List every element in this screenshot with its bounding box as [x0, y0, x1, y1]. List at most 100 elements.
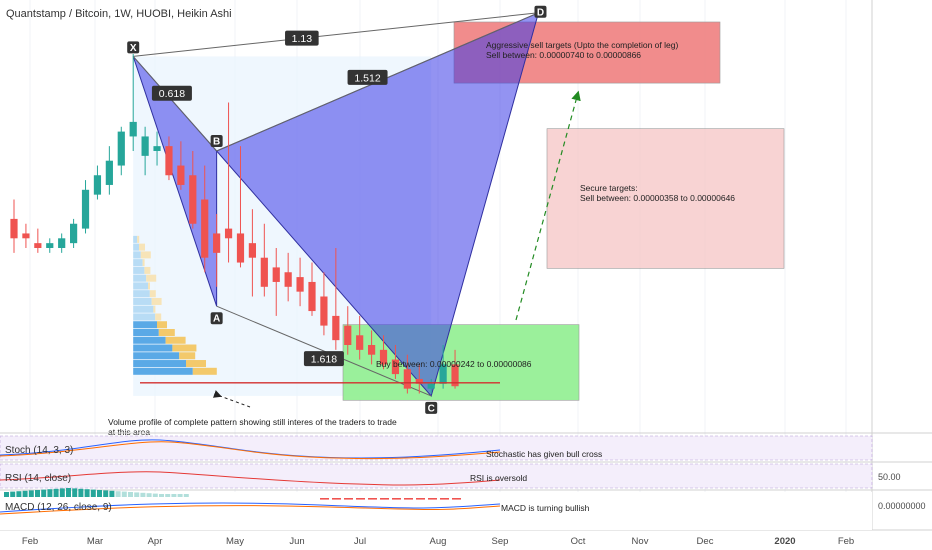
volume-bar-blue	[133, 290, 150, 298]
macd-hist-bar	[41, 489, 47, 497]
chart-title: Quantstamp / Bitcoin, 1W, HUOBI, Heikin …	[6, 8, 232, 20]
x-tick-label: Dec	[697, 536, 714, 547]
volume-bar-blue	[133, 367, 193, 375]
candle-body	[58, 238, 66, 248]
candle-body	[415, 378, 423, 384]
zone-text-secure-sell: Secure targets:	[580, 183, 638, 193]
macd-hist-bar	[90, 489, 96, 497]
volume-bar-orange	[140, 251, 151, 259]
candle-body	[224, 228, 233, 239]
point-label-box	[425, 401, 438, 414]
candle-body	[308, 281, 316, 312]
volume-note-arrow	[212, 390, 251, 408]
indicator-tick: 0.00000000	[878, 501, 926, 511]
x-axis: Feb Mar Apr May Jun Jul Aug Sep Oct Nov Dec 2020 Feb	[22, 536, 854, 547]
macd-hist-bar	[22, 490, 28, 497]
line-xd	[133, 12, 539, 57]
macd-hist-bar-neg	[440, 498, 449, 500]
x-tick-label: Sep	[492, 536, 509, 547]
volume-bar-blue	[133, 313, 156, 321]
candle-body	[391, 359, 400, 375]
candle-body	[189, 175, 197, 224]
candle-body	[272, 267, 280, 282]
candle-body	[213, 233, 221, 253]
indicator-tick: 50.00	[878, 472, 901, 482]
candle-body	[236, 233, 245, 263]
ratio-label-box	[151, 85, 192, 101]
macd-hist-bar	[165, 494, 171, 497]
candle-body	[34, 243, 42, 248]
rsi-line	[0, 471, 501, 486]
zone-text-aggressive-sell: Aggressive sell targets (Upto the comple…	[486, 40, 678, 50]
indicator-title: Stoch (14, 3, 3)	[5, 445, 73, 456]
volume-bar-blue	[133, 305, 154, 313]
volume-bar-orange	[137, 235, 140, 243]
candle-body	[70, 223, 78, 244]
point-label-d: D	[537, 7, 544, 18]
volume-bar-blue	[133, 352, 180, 360]
macd-hist-bar	[177, 494, 183, 497]
candle-body	[201, 199, 209, 258]
volume-profile-note: at this area	[108, 427, 150, 437]
macd-hist-bar-neg	[356, 498, 365, 500]
macd-line	[0, 502, 501, 513]
candle-body	[427, 383, 435, 389]
point-label-box	[127, 41, 140, 54]
volume-profile-note: Volume profile of complete pattern showi…	[108, 417, 397, 427]
macd-signal-line	[0, 505, 501, 515]
zone-text-buy: Buy between: 0.00000242 to 0.00000086	[376, 359, 532, 369]
ratio-label-b-d: 1.512	[354, 72, 380, 84]
point-label-box	[210, 135, 223, 147]
projection-arrow	[515, 90, 581, 321]
point-label-x: X	[130, 43, 137, 54]
macd-hist-bar	[146, 493, 152, 497]
candle-body	[10, 218, 18, 239]
candle-body	[165, 146, 173, 176]
indicator-note: Stochastic has given bull cross	[486, 449, 602, 459]
macd-hist-bar	[140, 492, 146, 497]
macd-hist-bar	[134, 492, 140, 497]
candle-body	[46, 243, 54, 248]
x-tick-label: Jul	[354, 536, 366, 547]
indicator-panes: Stoch (14, 3, 3) Stochastic has given bul…	[0, 432, 932, 530]
candle-body	[153, 146, 161, 151]
candle-body	[93, 175, 102, 195]
volume-bar-blue	[133, 360, 186, 368]
candle-body	[451, 364, 459, 387]
volume-bar-orange	[172, 344, 197, 352]
macd-hist-bar	[103, 490, 109, 497]
volume-bar-orange	[139, 243, 145, 251]
x-tick-label: Mar	[87, 536, 103, 547]
macd-hist-bar	[121, 491, 127, 497]
macd-hist-bar-neg	[416, 498, 425, 500]
point-label-box	[210, 312, 223, 325]
macd-hist-bar-neg	[380, 498, 389, 500]
volume-bar-blue	[133, 235, 138, 243]
candle-body	[141, 136, 149, 156]
zone-text-aggressive-sell: Sell between: 0.00000740 to 0.00000866	[486, 50, 641, 60]
candle-body	[284, 272, 292, 287]
pattern-labels: X A B C D 0.618 1.618 1.512 1.13	[127, 5, 547, 414]
point-label-c: C	[428, 403, 435, 414]
macd-hist-bar	[159, 494, 164, 497]
macd-hist-bar	[171, 494, 177, 497]
candle-body	[177, 165, 185, 185]
volume-bar-blue	[133, 251, 141, 259]
x-tick-label: Apr	[148, 536, 163, 547]
macd-hist-bar	[109, 490, 115, 497]
candle-body	[260, 257, 268, 287]
zone-text-secure-sell: Sell between: 0.00000358 to 0.00000646	[580, 193, 735, 203]
volume-bar-orange	[157, 321, 167, 329]
volume-bar-blue	[133, 321, 157, 329]
x-tick-label: May	[226, 536, 244, 547]
macd-hist-bar	[66, 488, 71, 497]
zone-secure-sell	[546, 128, 785, 269]
macd-hist-bar	[78, 488, 84, 497]
macd-hist-bar-neg	[368, 498, 377, 500]
volume-bar-blue	[133, 243, 139, 251]
macd-hist-bar	[28, 490, 34, 497]
ratio-label-box	[303, 351, 344, 367]
volume-bar-orange	[149, 290, 156, 298]
x-tick-label: Nov	[632, 536, 649, 547]
